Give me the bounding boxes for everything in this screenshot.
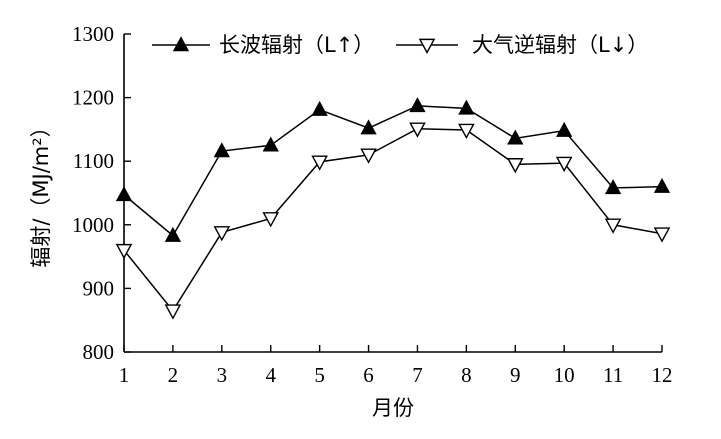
data-point xyxy=(458,123,475,140)
x-tick-label: 4 xyxy=(265,363,276,387)
data-point xyxy=(262,136,279,152)
y-tick-label: 1000 xyxy=(72,213,114,237)
data-point xyxy=(360,119,377,135)
data-point xyxy=(458,99,475,115)
data-point xyxy=(360,148,377,164)
x-tick-label: 5 xyxy=(314,363,325,387)
x-tick-label: 3 xyxy=(217,363,228,387)
x-tick-label: 6 xyxy=(363,363,374,387)
data-point xyxy=(604,218,622,234)
legend-label-long-wave: 长波辐射（L↑） xyxy=(219,33,374,57)
y-tick-label: 1100 xyxy=(73,149,114,173)
legend-label-atmospheric-counter: 大气逆辐射（L↓） xyxy=(472,33,648,57)
series-1 xyxy=(115,97,671,242)
x-tick-label: 11 xyxy=(603,363,623,387)
x-axis: 1 2 3 4 5 6 7 8 9 10 11 12 xyxy=(119,345,673,387)
x-tick-label: 9 xyxy=(510,363,521,387)
data-point xyxy=(262,212,280,228)
series-line xyxy=(123,128,663,312)
series-line xyxy=(123,105,663,237)
x-tick-label: 1 xyxy=(119,363,130,387)
data-point xyxy=(506,158,524,174)
y-axis-title: 辐射/（MJ/m²） xyxy=(29,116,53,267)
y-tick-label: 900 xyxy=(83,276,115,300)
x-tick-label: 8 xyxy=(461,363,472,387)
data-point xyxy=(409,97,426,113)
x-tick-label: 7 xyxy=(412,363,423,387)
x-tick-label: 10 xyxy=(554,363,575,387)
data-point xyxy=(409,122,426,138)
data-point xyxy=(604,179,622,195)
data-point xyxy=(164,226,182,242)
y-axis: 800 900 1000 1100 1200 1300 xyxy=(72,22,131,364)
data-point xyxy=(213,142,230,158)
data-point xyxy=(555,156,573,173)
data-point xyxy=(653,177,671,193)
x-axis-title: 月份 xyxy=(372,396,414,420)
legend: 长波辐射（L↑） 大气逆辐射（L↓） xyxy=(152,33,648,57)
y-tick-label: 1200 xyxy=(72,86,114,110)
series-2 xyxy=(115,122,671,320)
data-point xyxy=(115,186,133,202)
y-tick-label: 1300 xyxy=(72,22,114,46)
data-point xyxy=(164,304,182,320)
data-point xyxy=(311,155,328,171)
data-point xyxy=(507,129,524,145)
series-layer xyxy=(115,97,671,320)
legend-marker-long-wave xyxy=(172,36,190,52)
x-tick-label: 2 xyxy=(168,363,179,387)
data-point xyxy=(115,243,133,260)
data-point xyxy=(556,121,573,137)
data-point xyxy=(653,227,671,243)
data-point xyxy=(311,100,328,116)
data-point xyxy=(213,226,231,242)
y-tick-label: 800 xyxy=(83,340,115,364)
x-tick-label: 12 xyxy=(652,363,673,387)
legend-marker-atmospheric-counter xyxy=(418,38,436,54)
